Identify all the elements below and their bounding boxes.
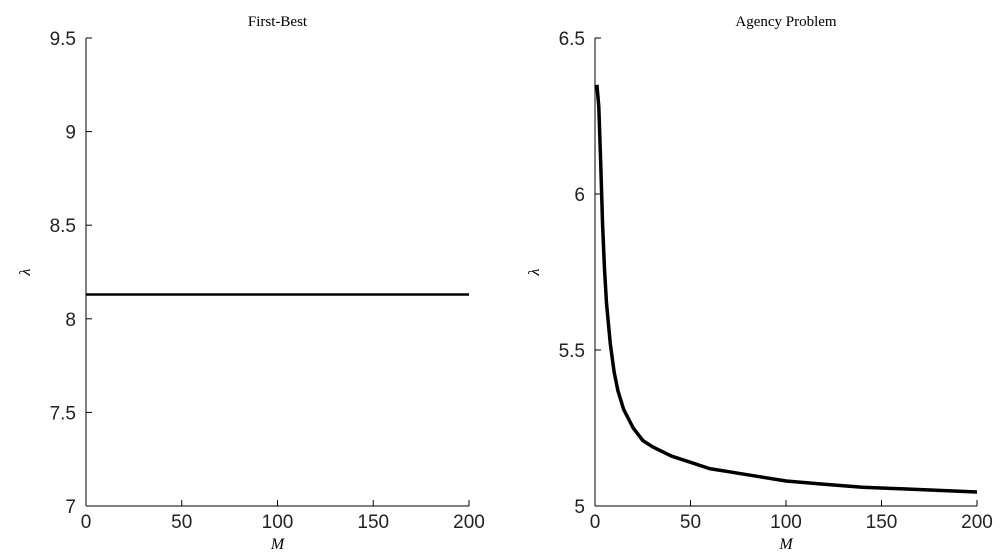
- x-tick-label: 0: [81, 512, 92, 533]
- x-tick-label: 150: [866, 512, 898, 533]
- x-tick-label: 50: [680, 512, 701, 533]
- series-line-1: [595, 84, 978, 494]
- x-axis-label: M: [778, 536, 794, 553]
- x-tick-label: 200: [961, 512, 993, 533]
- x-axis-label: M: [270, 536, 286, 553]
- y-tick-label: 7: [65, 497, 76, 518]
- y-tick-label: 5.5: [559, 341, 585, 362]
- x-tick-label: 50: [171, 512, 192, 533]
- y-tick-label: 8.5: [50, 216, 76, 237]
- y-tick-label: 7.5: [50, 403, 76, 424]
- x-tick-label: 0: [590, 512, 601, 533]
- x-tick-label: 100: [770, 512, 802, 533]
- x-tick-label: 100: [262, 512, 294, 533]
- y-tick-label: 9.5: [50, 29, 76, 50]
- x-tick-label: 200: [453, 512, 485, 533]
- chart-panel-1: 7 7.5 8 8.5 9 9.5 0 50 100 150 200 First-Best Mλ: [17, 14, 485, 553]
- chart-title: First-Best: [248, 14, 308, 30]
- y-tick-label: 5: [574, 497, 585, 518]
- x-tick-label: 150: [357, 512, 389, 533]
- y-tick-label: 6: [574, 185, 585, 206]
- y-axis-label: λ: [526, 268, 543, 276]
- y-tick-label: 6.5: [559, 29, 585, 50]
- y-tick-label: 9: [65, 123, 76, 144]
- chart-title: Agency Problem: [735, 14, 837, 30]
- chart-panel-2: 5 5.5 6 6.5 0 50 100 150 200 Agency Problem Mλ: [526, 14, 993, 553]
- y-axis-label: λ: [17, 268, 34, 276]
- y-tick-label: 8: [65, 310, 76, 331]
